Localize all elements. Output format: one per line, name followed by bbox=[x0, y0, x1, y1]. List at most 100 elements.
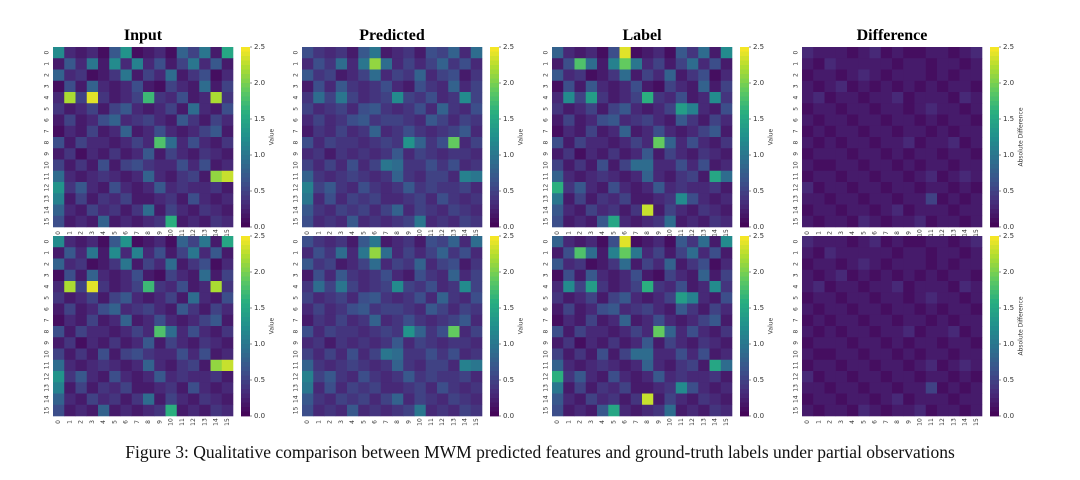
heatmap-cell bbox=[574, 326, 587, 338]
colorbar-segment bbox=[990, 132, 999, 138]
heatmap-cell bbox=[470, 326, 483, 338]
heatmap-cell bbox=[75, 137, 88, 149]
heatmap-cell bbox=[154, 148, 166, 160]
heatmap-cell bbox=[425, 371, 438, 383]
y-tick-label: 13 bbox=[542, 195, 549, 203]
heatmap-cell bbox=[358, 114, 370, 127]
heatmap-cell bbox=[970, 204, 983, 217]
x-tick-label: 9 bbox=[156, 420, 163, 424]
heatmap-cell bbox=[380, 359, 393, 372]
y-tick-label: 11 bbox=[542, 361, 549, 369]
heatmap-cell bbox=[165, 247, 178, 259]
heatmap-cell bbox=[642, 258, 654, 271]
heatmap-cell bbox=[563, 359, 575, 372]
y-tick-label: 12 bbox=[292, 184, 299, 192]
heatmap-cell bbox=[892, 314, 904, 327]
heatmap-cell bbox=[630, 337, 643, 349]
heatmap-cell bbox=[903, 58, 915, 70]
heatmap-cell bbox=[324, 393, 337, 406]
colorbar-segment bbox=[490, 222, 499, 228]
heatmap-cell bbox=[824, 303, 837, 316]
heatmap-cell bbox=[210, 80, 223, 93]
heatmap-cell bbox=[608, 337, 620, 349]
colorbar-segment bbox=[740, 92, 749, 97]
heatmap-cell bbox=[131, 92, 144, 104]
heatmap-cell bbox=[221, 393, 234, 406]
heatmap-cell bbox=[470, 182, 483, 194]
heatmap-cell bbox=[120, 359, 133, 372]
x-tick-label: 13 bbox=[450, 418, 457, 426]
heatmap-cell bbox=[903, 269, 915, 282]
colorbar-segment bbox=[490, 303, 499, 309]
heatmap-cell bbox=[914, 393, 927, 406]
heatmap-cell bbox=[630, 371, 643, 383]
colorbar-segment bbox=[990, 371, 999, 376]
heatmap-cell bbox=[937, 337, 949, 349]
heatmap-cell bbox=[630, 92, 643, 104]
heatmap-cell bbox=[403, 393, 415, 406]
heatmap-cell bbox=[847, 92, 859, 104]
heatmap-cell bbox=[199, 326, 211, 338]
heatmap-cell bbox=[597, 58, 609, 70]
heatmap-cell bbox=[709, 359, 722, 372]
heatmap-cell bbox=[154, 258, 166, 271]
colorbar-segment bbox=[990, 258, 999, 264]
heatmap-cell bbox=[914, 182, 927, 194]
heatmap-cell bbox=[574, 182, 587, 194]
heatmap-cell bbox=[720, 58, 733, 70]
heatmap-cell bbox=[698, 258, 710, 271]
heatmap-cell bbox=[653, 269, 665, 282]
y-tick-label: 10 bbox=[542, 350, 549, 358]
heatmap-cell bbox=[98, 337, 110, 349]
heatmap-cell bbox=[109, 326, 121, 338]
colorbar-segment bbox=[990, 281, 999, 286]
heatmap-cell bbox=[302, 348, 314, 361]
heatmap-cell bbox=[619, 314, 632, 327]
colorbar-segment bbox=[241, 380, 250, 385]
colorbar-segment bbox=[241, 155, 250, 160]
x-tick-label: 3 bbox=[588, 231, 595, 235]
heatmap-cell bbox=[619, 47, 632, 59]
heatmap-cell bbox=[608, 269, 620, 282]
heatmap-cell bbox=[448, 125, 460, 138]
colorbar-segment bbox=[740, 173, 749, 178]
heatmap-cell bbox=[448, 92, 460, 104]
heatmap-cell bbox=[188, 159, 200, 172]
heatmap-cell bbox=[437, 269, 449, 282]
x-tick-label: 10 bbox=[168, 229, 175, 237]
heatmap-cell bbox=[131, 337, 144, 349]
heatmap-cell bbox=[380, 215, 393, 228]
x-tick-label: 8 bbox=[644, 420, 651, 424]
heatmap-cell bbox=[358, 359, 370, 372]
heatmap-cell bbox=[131, 258, 144, 271]
heatmap-cell bbox=[720, 371, 733, 383]
heatmap-cell bbox=[302, 337, 314, 349]
colorbar-segment bbox=[241, 168, 250, 174]
heatmap-cell bbox=[369, 292, 382, 304]
heatmap-cell bbox=[143, 314, 155, 327]
heatmap-cell bbox=[608, 348, 620, 361]
heatmap-cell bbox=[608, 148, 620, 160]
heatmap-cell bbox=[188, 137, 200, 149]
colorbar-segment bbox=[490, 236, 499, 241]
heatmap-cell bbox=[210, 137, 223, 149]
heatmap-cell bbox=[188, 92, 200, 104]
colorbar-segment bbox=[241, 330, 250, 336]
colorbar-segment bbox=[740, 128, 749, 133]
heatmap-cell bbox=[459, 247, 472, 259]
heatmap-cell bbox=[302, 114, 314, 127]
heatmap-cell bbox=[302, 404, 314, 417]
heatmap-cell bbox=[75, 292, 88, 304]
colorbar-segment bbox=[490, 276, 499, 282]
heatmap-cell bbox=[563, 303, 575, 316]
heatmap-cell bbox=[959, 148, 972, 160]
y-tick-label: 14 bbox=[43, 395, 50, 403]
x-tick-label: 1 bbox=[565, 420, 572, 424]
x-tick-label: 6 bbox=[622, 231, 629, 235]
colorbar-segment bbox=[740, 411, 749, 417]
heatmap-cell bbox=[709, 382, 722, 394]
heatmap-cell bbox=[925, 204, 938, 217]
heatmap-cell bbox=[970, 404, 983, 417]
heatmap-cell bbox=[448, 326, 460, 338]
heatmap-cell bbox=[425, 58, 438, 70]
